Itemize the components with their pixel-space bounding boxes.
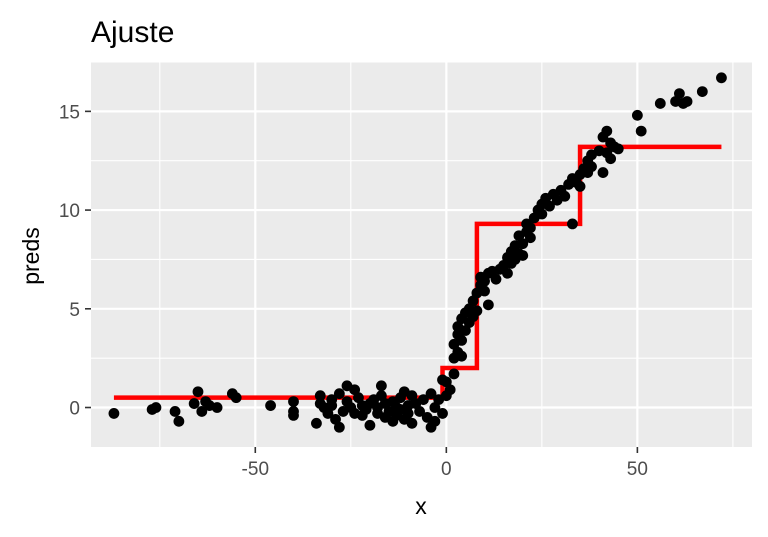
x-tick-label: 50 (627, 459, 648, 480)
data-point (333, 388, 345, 400)
minor-gridlines (91, 61, 752, 447)
data-point (517, 238, 529, 250)
data-point (696, 86, 708, 98)
data-point (597, 167, 609, 178)
data-point (456, 350, 468, 362)
data-point (288, 396, 299, 407)
data-point (418, 394, 429, 406)
data-point (586, 161, 597, 173)
data-point (605, 153, 617, 165)
data-point (567, 218, 578, 230)
data-point (265, 400, 276, 411)
data-point (230, 392, 242, 404)
y-tick-label: 5 (69, 300, 80, 321)
data-point (479, 285, 490, 297)
data-point (406, 417, 418, 429)
data-point (169, 406, 181, 417)
data-point (631, 109, 643, 121)
data-point (559, 190, 571, 202)
data-point (196, 406, 208, 417)
data-point (544, 200, 555, 212)
data-point (437, 408, 448, 419)
data-point (364, 419, 376, 431)
data-point (524, 232, 536, 244)
y-tick-label: 10 (59, 201, 80, 222)
data-point (150, 402, 162, 413)
data-point (173, 415, 185, 427)
x-tick-label: 0 (441, 459, 452, 480)
chart-title: Ajuste (91, 16, 174, 49)
data-point (311, 417, 322, 429)
data-point (333, 421, 345, 433)
x-axis: -50 0 50 (242, 447, 648, 480)
data-point (448, 368, 460, 380)
data-point (524, 222, 536, 234)
data-point (471, 305, 483, 317)
data-point (612, 143, 624, 155)
data-point (482, 299, 494, 311)
data-point (188, 398, 200, 409)
data-point (211, 402, 223, 413)
data-point (681, 96, 693, 107)
data-point (425, 388, 437, 400)
data-point (654, 98, 666, 109)
data-point (490, 273, 502, 285)
data-point (429, 415, 441, 427)
data-point (674, 88, 685, 99)
plot-panel (91, 62, 752, 447)
data-point (192, 386, 204, 398)
data-point (536, 208, 548, 220)
data-point (517, 250, 529, 261)
data-point (402, 408, 414, 419)
data-point (574, 180, 586, 192)
data-point (635, 125, 647, 137)
y-axis: 0 5 10 15 (59, 102, 91, 420)
data-point (414, 406, 425, 417)
data-point (326, 400, 338, 411)
x-tick-label: -50 (242, 459, 269, 480)
data-point (108, 408, 120, 419)
points-layer (108, 72, 727, 433)
data-point (601, 125, 613, 137)
y-tick-label: 0 (69, 399, 80, 420)
data-point (456, 334, 468, 346)
data-point (375, 380, 387, 392)
data-point (314, 390, 326, 402)
y-axis-label: preds (18, 227, 44, 285)
y-tick-label: 15 (59, 102, 80, 123)
data-point (502, 267, 513, 279)
data-point (288, 410, 299, 421)
data-point (716, 72, 727, 84)
data-point (444, 384, 456, 396)
x-axis-label: x (415, 493, 427, 519)
